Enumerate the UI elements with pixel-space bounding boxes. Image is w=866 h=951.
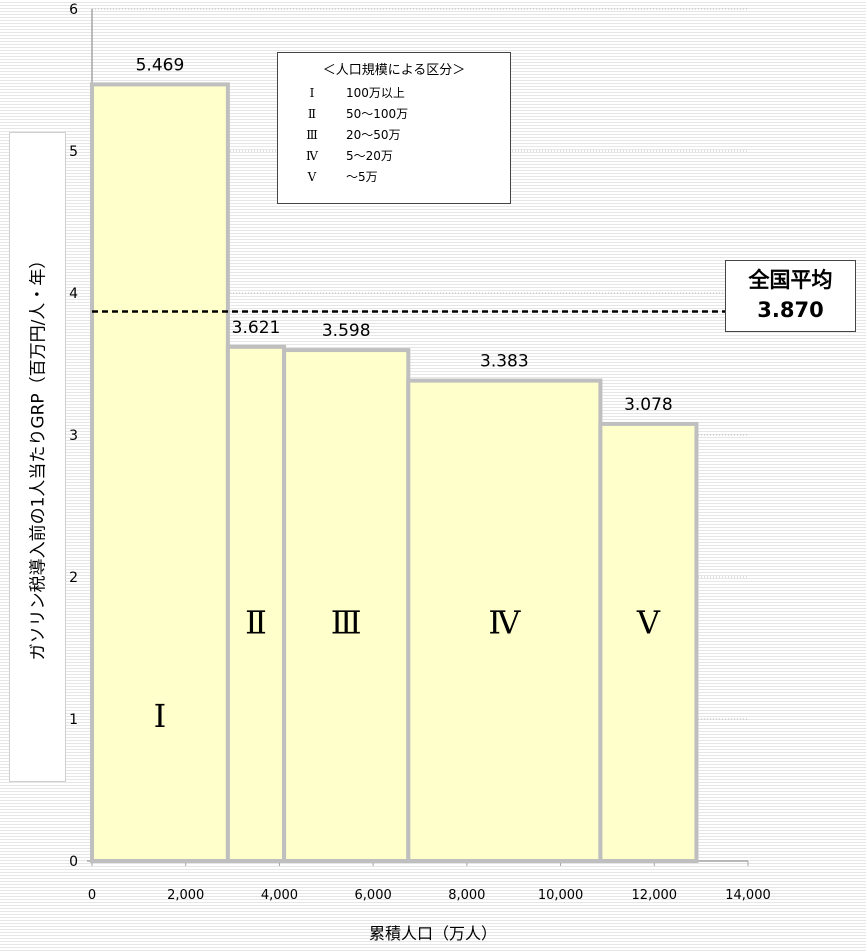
bar-value-label: 3.078 bbox=[624, 395, 673, 415]
legend-item-number: Ⅲ bbox=[306, 127, 318, 142]
y-tick-label: 5 bbox=[69, 144, 78, 160]
x-axis-label: 累積人口（万人） bbox=[368, 924, 497, 943]
y-tick-label: 3 bbox=[69, 428, 78, 444]
bar-value-label: 3.383 bbox=[480, 352, 529, 372]
bar-category-label: Ⅲ bbox=[331, 604, 362, 642]
legend-item-range: ～5万 bbox=[346, 170, 378, 184]
y-tick-label: 6 bbox=[69, 2, 78, 18]
bar bbox=[90, 82, 230, 864]
x-tick-label: 6,000 bbox=[355, 888, 392, 903]
x-tick-label: 14,000 bbox=[725, 888, 771, 903]
x-tick-label: 8,000 bbox=[448, 888, 485, 903]
legend-item-number: Ⅳ bbox=[306, 148, 318, 163]
y-tick-label: 4 bbox=[69, 286, 78, 302]
national-average-box: 全国平均 3.870 bbox=[725, 260, 856, 332]
bar-value-label: 3.598 bbox=[322, 321, 371, 341]
bar bbox=[225, 344, 287, 863]
bar-category-label: Ⅰ bbox=[154, 697, 167, 735]
y-axis-label-box bbox=[9, 132, 66, 782]
x-tick-label: 10,000 bbox=[538, 888, 584, 903]
y-tick-label: 0 bbox=[69, 854, 78, 870]
x-tick-label: 0 bbox=[88, 888, 96, 903]
legend-item-number: Ⅰ bbox=[309, 85, 315, 100]
bar bbox=[406, 378, 603, 863]
national-average-value: 3.870 bbox=[757, 298, 824, 322]
bar-value-label: 3.621 bbox=[232, 318, 281, 338]
legend-item: Ⅱ 50～100万 bbox=[278, 103, 510, 124]
legend-item: Ⅰ 100万以上 bbox=[278, 82, 510, 103]
y-axis-label: ガソリン税導入前の1人当たりGRP（百万円/人・年） bbox=[28, 251, 49, 661]
legend-item-number: Ⅱ bbox=[307, 106, 317, 121]
x-tick-label: 12,000 bbox=[632, 888, 678, 903]
bar bbox=[282, 348, 411, 863]
x-tick-label: 2,000 bbox=[167, 888, 204, 903]
x-tick-label: 4,000 bbox=[261, 888, 298, 903]
legend-item-range: 5～20万 bbox=[346, 149, 393, 163]
y-tick-label: 1 bbox=[69, 712, 78, 728]
legend-title: ＜人口規模による区分＞ bbox=[322, 63, 466, 78]
bar-category-label: Ⅳ bbox=[488, 604, 521, 642]
legend: ＜人口規模による区分＞ Ⅰ 100万以上 Ⅱ 50～100万 Ⅲ 20～50万 … bbox=[277, 52, 511, 204]
bar-value-label: 5.469 bbox=[136, 55, 185, 75]
legend-item: Ⅲ 20～50万 bbox=[278, 124, 510, 145]
national-average-title: 全国平均 bbox=[748, 268, 833, 292]
legend-item-range: 100万以上 bbox=[346, 86, 405, 100]
y-tick-label: 2 bbox=[69, 570, 78, 586]
legend-item: Ⅴ ～5万 bbox=[278, 166, 510, 187]
bar-category-label: Ⅱ bbox=[245, 604, 267, 642]
legend-item-range: 20～50万 bbox=[346, 128, 401, 142]
legend-item: Ⅳ 5～20万 bbox=[278, 145, 510, 166]
bar-category-label: Ⅴ bbox=[636, 604, 661, 642]
legend-item-number: Ⅴ bbox=[307, 169, 317, 184]
legend-item-range: 50～100万 bbox=[346, 107, 409, 121]
bar bbox=[598, 421, 699, 863]
